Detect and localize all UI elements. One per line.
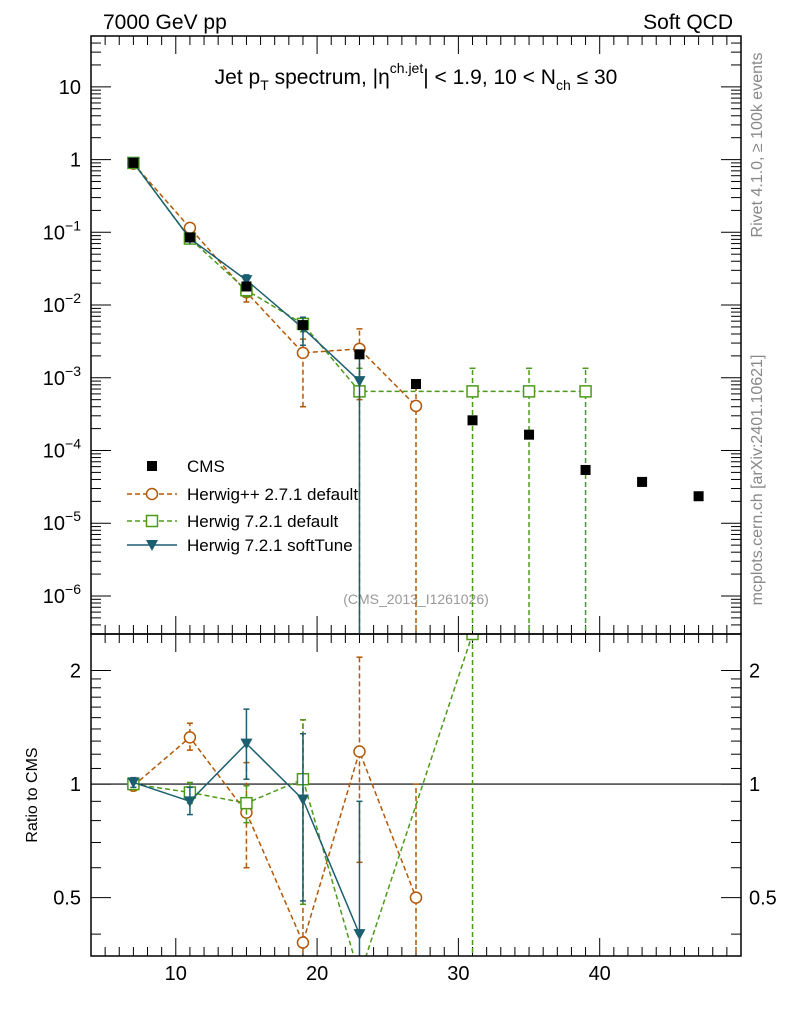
series-line-softtune	[132, 162, 360, 382]
data-point-cms	[637, 476, 648, 487]
data-point-cms	[580, 464, 591, 475]
ratio-point-herwig721	[240, 796, 253, 810]
legend-entry-herwigpp: Herwig++ 2.7.1 default	[127, 485, 358, 504]
ratio-ytick-label-right: 0.5	[749, 888, 777, 910]
ratio-ylabel: Ratio to CMS	[24, 747, 41, 842]
main-ytick-label: 10−3	[43, 363, 81, 390]
data-point-cms	[241, 281, 252, 292]
ratio-point-herwigpp	[409, 891, 423, 904]
legend-label: Herwig 7.2.1 softTune	[187, 536, 353, 555]
series-line-herwigpp	[132, 163, 417, 407]
series-cms	[128, 157, 704, 502]
plot-frames	[90, 35, 742, 957]
data-point-herwigpp	[296, 346, 310, 360]
data-point-cms	[297, 320, 308, 331]
ratio-frame	[90, 633, 742, 957]
data-point-cms	[524, 429, 535, 440]
series-softtune	[127, 157, 366, 634]
ratio-line-herwig721	[133, 634, 474, 956]
header-right: Soft QCD	[643, 11, 733, 34]
ratio-point-herwigpp	[353, 745, 366, 758]
data-point-herwig721	[579, 385, 592, 398]
data-point-cms	[467, 415, 478, 426]
main-ytick-label: 10−4	[43, 436, 81, 463]
data-point-herwig721	[466, 385, 479, 398]
xtick-label: 10	[165, 963, 187, 985]
ratio-point-softtune	[183, 796, 196, 808]
data-point-cms	[128, 157, 139, 168]
ratio-point-softtune	[296, 794, 309, 806]
legend-label: Herwig++ 2.7.1 default	[187, 485, 358, 504]
ratio-ytick-label-right: 2	[749, 661, 760, 683]
ratio-ytick-label-left: 1	[70, 774, 81, 796]
ratio-point-herwig721	[466, 634, 479, 641]
legend-label: Herwig 7.2.1 default	[187, 512, 338, 531]
header-left: 7000 GeV pp	[103, 11, 227, 34]
ratio-point-softtune	[127, 777, 140, 789]
data-point-softtune	[240, 275, 253, 287]
main-series	[127, 156, 704, 634]
main-ytick-label: 1	[70, 150, 81, 172]
rivet-label: Rivet 4.1.0, ≥ 100k events	[749, 53, 766, 238]
ratio-ytick-label-right: 1	[749, 774, 760, 796]
ratio-axis-ticks: 0.5 0.5 1 1 2 2	[53, 661, 777, 935]
legend: CMS Herwig++ 2.7.1 default Herwig 7.2.1 de…	[127, 457, 358, 555]
data-point-cms	[411, 379, 421, 390]
ratio-point-herwigpp	[296, 936, 310, 949]
legend-marker	[145, 487, 159, 501]
data-point-cms	[184, 232, 195, 243]
ratio-series-herwigpp	[127, 656, 423, 956]
xtick-label: 30	[447, 963, 469, 985]
data-point-herwig721	[522, 385, 536, 398]
data-point-herwigpp	[183, 221, 197, 235]
main-series-clip	[127, 156, 704, 634]
data-point-cms	[354, 349, 365, 360]
ratio-series-clip	[127, 634, 479, 981]
main-ytick-label: 10−5	[43, 508, 81, 535]
data-point-cms	[693, 491, 704, 502]
xtick-label: 20	[306, 963, 328, 985]
series-line-herwig721	[132, 162, 586, 393]
plot-title: Jet pT spectrum, |ηch.jet| < 1.9, 10 < N…	[215, 60, 618, 93]
data-point-softtune	[353, 376, 366, 388]
legend-marker	[146, 540, 158, 551]
main-ytick-label: 10−1	[43, 217, 81, 244]
ratio-ytick-label-left: 0.5	[53, 888, 81, 910]
legend-entry-cms: CMS	[147, 457, 225, 476]
ratio-ytick-label-left: 2	[70, 661, 81, 683]
series-herwigpp	[127, 157, 423, 634]
legend-entry-herwig721: Herwig 7.2.1 default	[127, 512, 338, 531]
ratio-point-softtune	[240, 738, 253, 750]
ratio-series-softtune	[127, 708, 366, 956]
main-ytick-label: 10−2	[43, 290, 81, 317]
legend-label: CMS	[187, 457, 225, 476]
legend-marker	[147, 461, 157, 471]
main-ytick-label: 10−6	[43, 581, 81, 608]
legend-marker	[145, 514, 159, 528]
ratio-point-herwig721	[354, 970, 365, 981]
legend-entry-softtune: Herwig 7.2.1 softTune	[127, 536, 353, 555]
ratio-point-softtune	[353, 929, 366, 941]
ratio-point-herwigpp	[183, 731, 197, 744]
ratio-line-herwigpp	[132, 736, 417, 945]
mcplots-label: mcplots.cern.ch [arXiv:2401.10621]	[749, 355, 766, 606]
data-point-herwigpp	[409, 399, 423, 413]
x-tick-labels: 10 20 30 40	[165, 963, 611, 985]
main-ytick-label: 10	[59, 77, 81, 99]
xtick-label: 40	[589, 963, 611, 985]
ratio-series	[127, 634, 479, 981]
main-axis-ticks: 10 1 10−1 10−2 10−3 10−4 10−5 10−6 10 20 30 40	[43, 35, 741, 985]
